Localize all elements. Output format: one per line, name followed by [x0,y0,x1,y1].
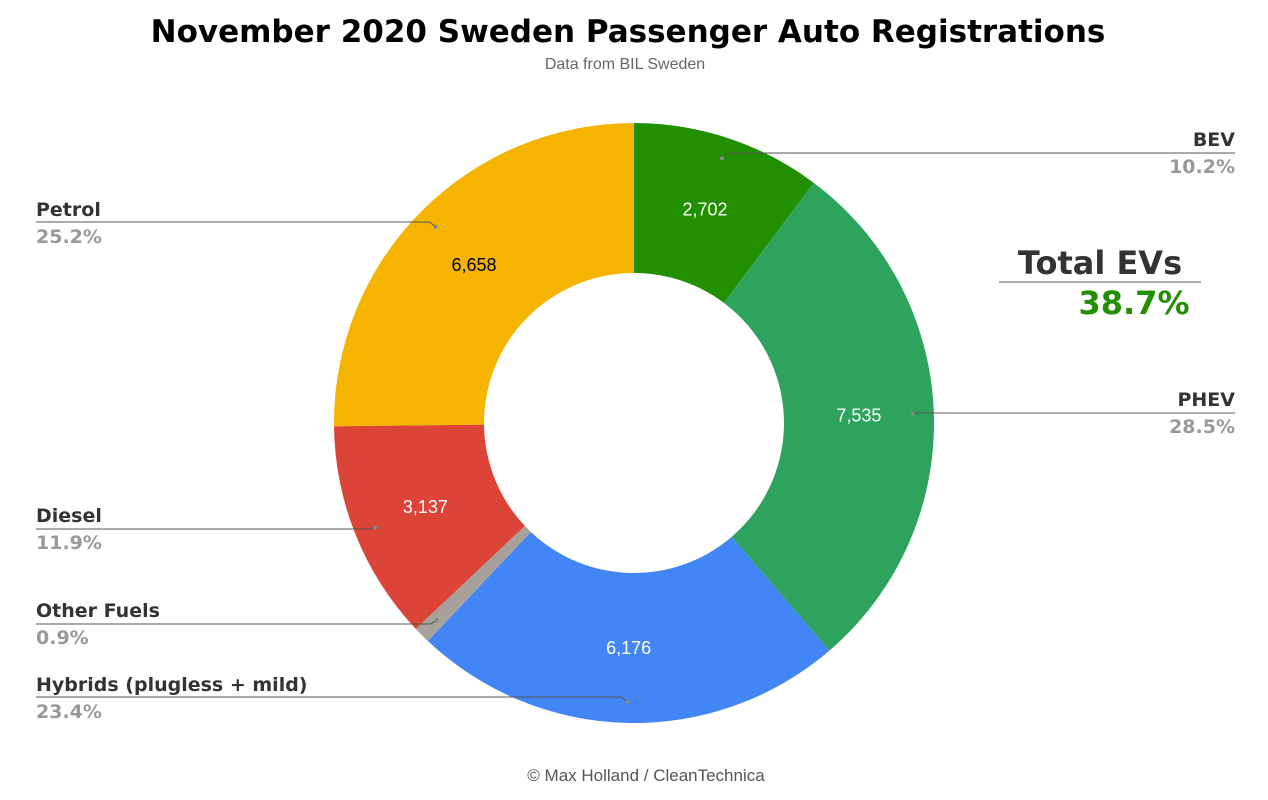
chart-footer: © Max Holland / CleanTechnica [527,766,765,785]
value-label-petrol: 6,658 [452,255,497,275]
slice-petrol [334,123,634,427]
leader-dot-hybrids-plugless-mild [625,699,630,704]
leader-dot-diesel [373,525,378,530]
category-label-other-fuels: Other Fuels [36,600,160,622]
leader-line-petrol [36,221,436,228]
value-label-diesel: 3,137 [403,497,448,517]
leader-line-other-fuels [36,619,437,625]
value-label-phev: 7,535 [836,405,881,425]
value-label-hybrids-plugless-mild: 6,176 [606,638,651,658]
leader-line-hybrids-plugless-mild [36,696,628,703]
chart-title: November 2020 Sweden Passenger Auto Regi… [151,14,1106,50]
leader-dot-petrol [433,224,438,229]
leader-dot-phev [910,411,915,416]
percent-label-hybrids-plugless-mild: 23.4% [36,701,102,723]
donut-slices: 2,702 7,535 6,176 3,137 6,658 [334,123,935,723]
total-evs-annotation: Total EVs 38.7% [999,244,1201,322]
category-label-diesel: Diesel [36,505,102,527]
slice-diesel [334,424,525,629]
leader-line-diesel [36,526,376,530]
percent-label-phev: 28.5% [1169,416,1235,438]
slice-other-fuels [415,525,531,641]
leader-line-phev [912,412,1235,415]
chart-subtitle: Data from BIL Sweden [545,56,705,73]
leader-dot-other-fuels [434,618,439,623]
leader-dot-bev [720,156,725,161]
category-label-petrol: Petrol [36,199,101,221]
total-evs-value: 38.7% [1078,284,1189,322]
percent-label-diesel: 11.9% [36,532,102,554]
value-label-bev: 2,702 [682,199,727,219]
leader-line-bev [721,152,1235,159]
slice-callouts: BEV 10.2% PHEV 28.5% Hybrids (plugless + mil… [36,129,1235,723]
percent-label-bev: 10.2% [1169,156,1235,178]
category-label-hybrids-plugless-mild: Hybrids (plugless + mild) [36,674,308,696]
slice-bev [634,123,814,303]
category-label-bev: BEV [1193,129,1235,151]
slice-phev [723,182,935,651]
total-evs-label: Total EVs [1018,244,1182,282]
category-label-phev: PHEV [1177,389,1235,411]
percent-label-petrol: 25.2% [36,226,102,248]
slice-hybrids-plugless-mild [427,531,830,723]
percent-label-other-fuels: 0.9% [36,627,89,649]
